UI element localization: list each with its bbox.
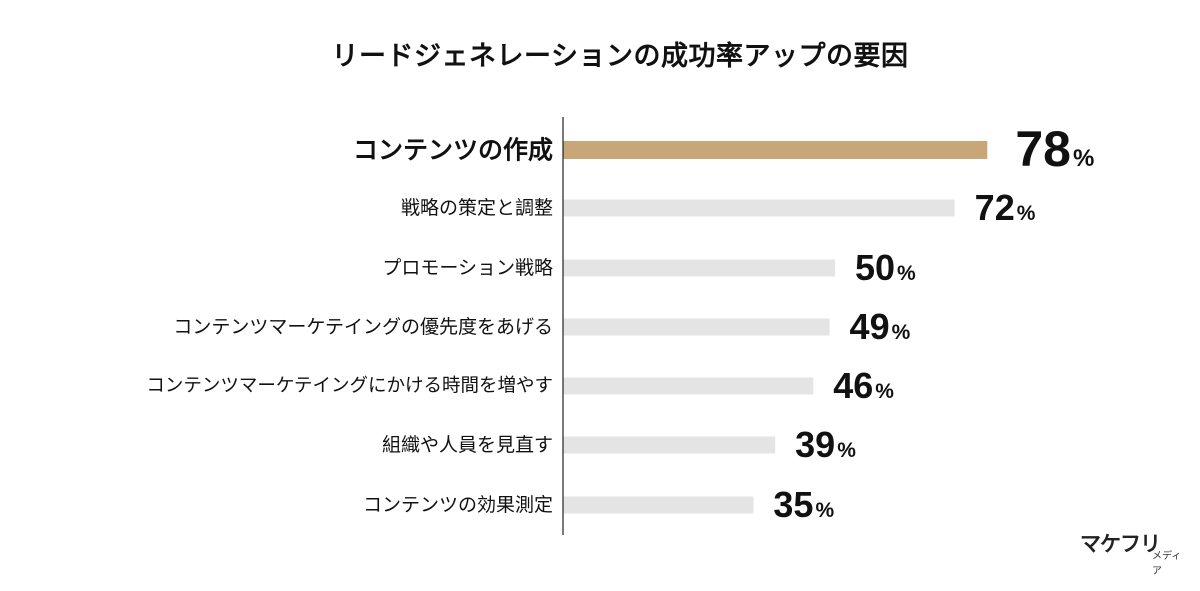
data-label: 50% (855, 247, 916, 288)
data-label: 35% (773, 484, 834, 525)
bar (563, 318, 830, 336)
category-label: プロモーション戦略 (382, 257, 553, 279)
chart-title: リードジェネレーションの成功率アップの要因 (331, 41, 909, 72)
data-label: 49% (850, 306, 911, 347)
data-label: 72% (975, 187, 1036, 228)
category-label: コンテンツの効果測定 (363, 494, 553, 516)
data-label: 39% (795, 424, 856, 465)
bar (563, 199, 955, 217)
category-label: コンテンツマーケテイングにかける時間を増やす (146, 376, 553, 397)
bar (563, 141, 988, 159)
bar (563, 436, 776, 454)
brand-logo: マケフリ メディア (1080, 528, 1190, 577)
brand-logo-sub: メディア (1152, 551, 1182, 577)
brand-logo-mark: マケフリ (1080, 532, 1161, 556)
bar (563, 377, 814, 395)
category-label: 組織や人員を見直す (382, 434, 553, 456)
category-label: コンテンツの作成 (353, 136, 553, 165)
category-label: 戦略の策定と調整 (401, 197, 553, 219)
data-label: 46% (833, 365, 894, 406)
data-label: 78% (1015, 121, 1094, 177)
category-label: コンテンツマーケテイングの優先度をあげる (173, 316, 553, 338)
bar (563, 496, 754, 514)
bar (563, 259, 835, 277)
